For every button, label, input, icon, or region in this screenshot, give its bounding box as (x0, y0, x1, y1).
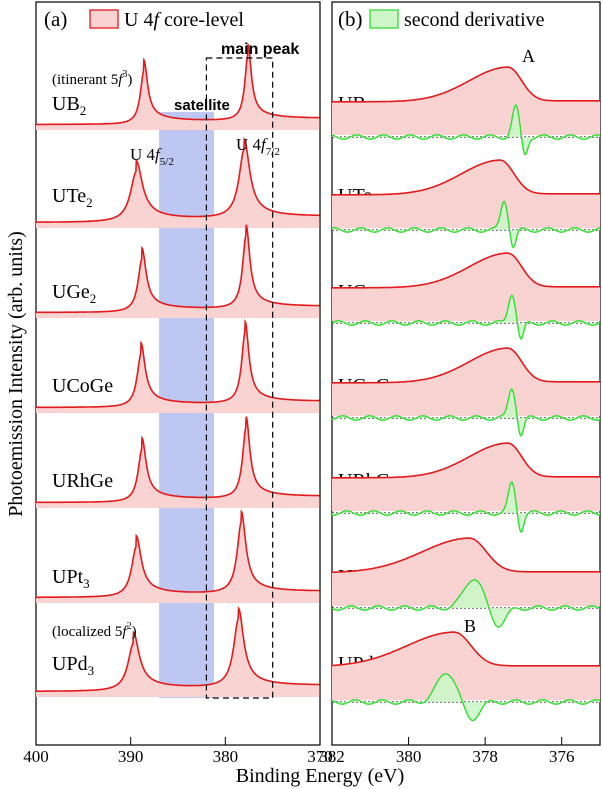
note-itinerant: (itinerant 5f3) (52, 69, 132, 88)
annotation-b: B (464, 616, 476, 636)
edge-line-UCoGe (332, 347, 600, 384)
legend-a-swatch (89, 9, 119, 29)
y-axis-label: Photoemission Intensity (arb. units) (5, 231, 27, 517)
tick-label-a-380: 380 (213, 747, 239, 766)
tick-label-a-400: 400 (23, 747, 49, 766)
edge-line-UTe2 (332, 159, 600, 196)
panel-a-plot: UB2 UTe2 UGe2 UCoGe URhGe UPt3 UPd3 (36, 44, 320, 697)
legend-b-text: second derivative (404, 9, 545, 31)
spectrum-fill-UPd3 (36, 608, 320, 697)
main-peak-box (205, 57, 274, 699)
panel-a-xticks: 400 390 380 370 (23, 737, 333, 766)
main-peak-label: main peak (221, 41, 299, 58)
sample-label-a-UPd3: UPd3 (52, 653, 94, 678)
panel-b-frame (331, 1, 601, 746)
satellite-label: satellite (174, 97, 230, 114)
spectrum-fill-UB2 (36, 44, 320, 130)
tick-label-b-376: 376 (549, 747, 575, 766)
panel-a-label: (a) (44, 7, 67, 31)
note-localized: (localized 5f2) (52, 621, 137, 640)
legend-b-swatch (369, 9, 399, 29)
tick-label-b-380: 380 (396, 747, 422, 766)
spectrum-line-UPd3 (36, 606, 320, 692)
tick-label-a-370: 370 (307, 747, 333, 766)
sample-label-a-UTe2: UTe2 (52, 185, 93, 210)
panel-b-xticks: 382 380 378 376 (319, 737, 574, 766)
edge-line-UGe2 (332, 252, 600, 289)
annotation-a: A (522, 46, 535, 66)
deriv-line-UCoGe (331, 388, 601, 438)
edge-fill-UCoGe (332, 348, 600, 416)
sample-label-a-UPt3: UPt3 (52, 566, 90, 591)
panel-a-frame (35, 1, 321, 746)
edge-fill-URhGe (332, 443, 600, 511)
edge-line-URhGe (332, 442, 600, 479)
x-axis-label: Binding Energy (eV) (236, 765, 405, 787)
edge-fill-UPt3 (332, 538, 600, 606)
sample-label-a-UCoGe: UCoGe (52, 375, 113, 397)
deriv-line-URhGe (331, 481, 601, 534)
panel-b-label: (b) (338, 7, 363, 31)
tick-label-b-378: 378 (472, 747, 498, 766)
deriv-fill-UPt3 (332, 580, 600, 628)
spectrum-fill-UTe2 (36, 139, 320, 228)
sample-label-a-URhGe: URhGe (52, 470, 113, 492)
deriv-line-UGe2 (331, 294, 601, 340)
sample-label-a-UGe2: UGe2 (52, 281, 96, 306)
deriv-line-UPd3 (331, 673, 601, 722)
spectrum-line-UTe2 (36, 136, 320, 223)
edge-fill-UB2 (332, 67, 600, 135)
edge-fill-UGe2 (332, 253, 600, 321)
edge-line-UPd3 (332, 631, 600, 667)
deriv-line-UPt3 (331, 579, 601, 628)
edge-line-UPt3 (331, 537, 600, 574)
edge-line-UB2 (332, 66, 600, 103)
tick-label-a-390: 390 (118, 747, 144, 766)
deriv-line-UTe2 (331, 200, 601, 249)
spectrum-fill-UCoGe (36, 321, 320, 413)
tick-label-b-382: 382 (319, 747, 345, 766)
edge-fill-UTe2 (332, 160, 600, 228)
spectrum-fill-UPt3 (36, 511, 320, 603)
legend-a-text: U 4f core-level (124, 9, 244, 31)
sample-label-a-UB2: UB2 (52, 93, 86, 118)
edge-fill-UPd3 (332, 632, 600, 700)
deriv-line-UB2 (331, 103, 601, 156)
